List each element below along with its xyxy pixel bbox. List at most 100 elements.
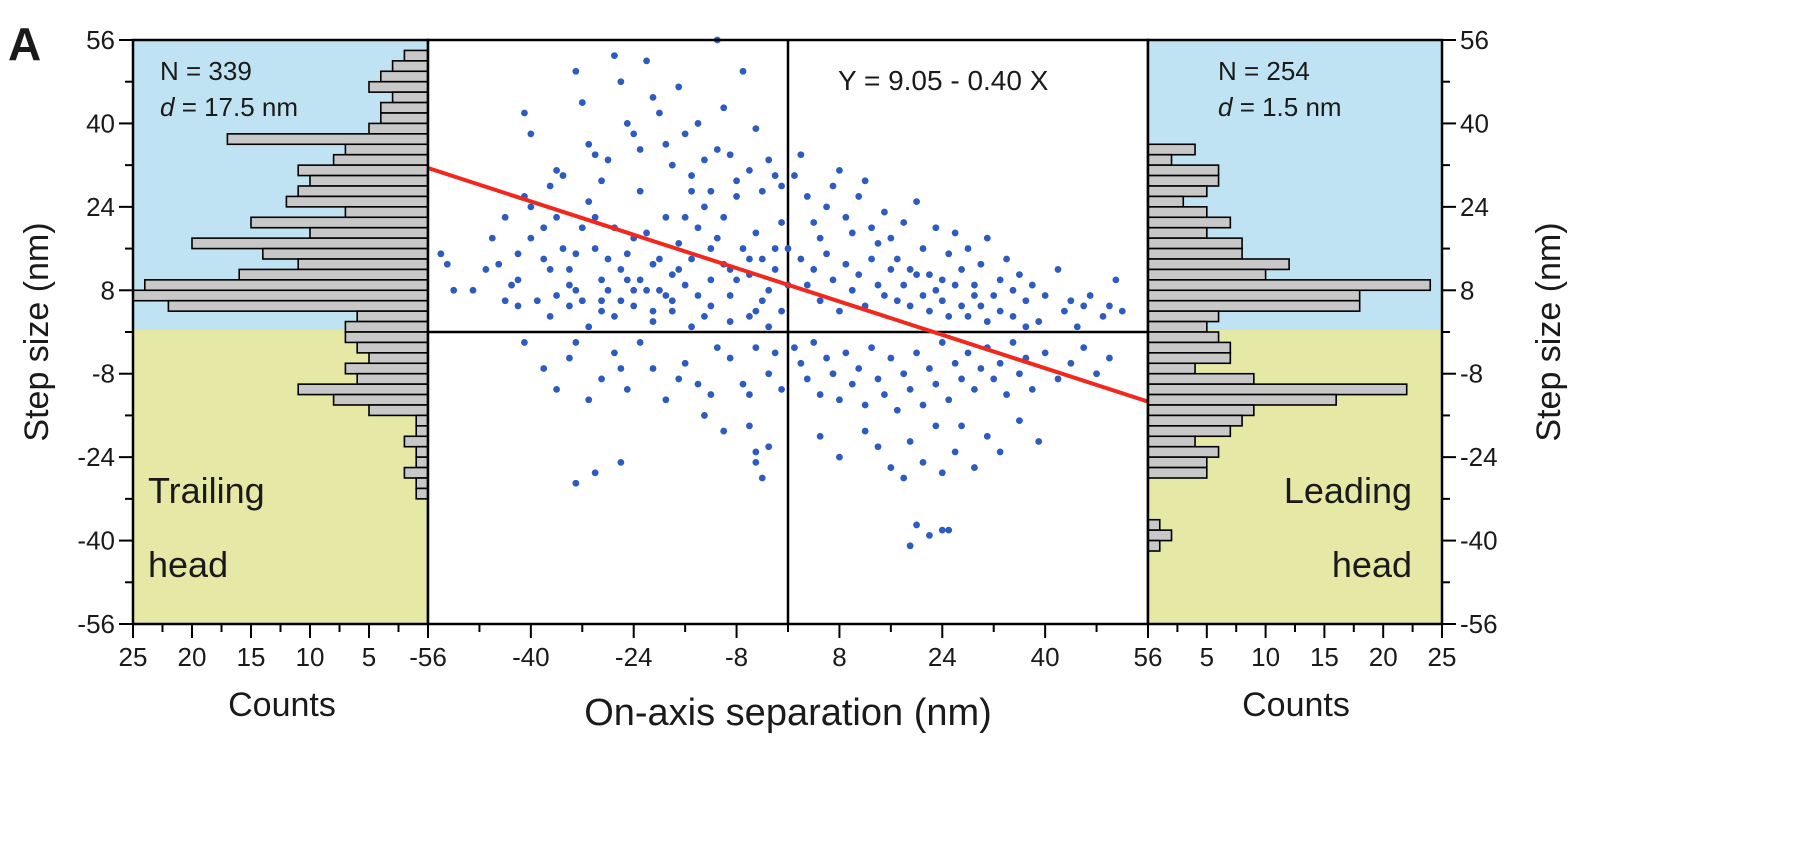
scatter-point	[566, 266, 573, 273]
scatter-point	[848, 229, 856, 237]
left-x-axis-label: Counts	[228, 686, 336, 724]
scatter-point	[803, 193, 811, 200]
scatter-point	[553, 385, 560, 393]
left-histogram-bar	[132, 289, 429, 302]
scatter-point	[810, 339, 818, 346]
scatter-point	[572, 479, 580, 487]
scatter-point	[919, 458, 927, 466]
scatter-point	[649, 93, 657, 101]
scatter-point	[604, 255, 612, 263]
scatter-x-tick-label: -24	[615, 642, 653, 672]
right-histogram-bar	[1147, 383, 1408, 396]
scatter-point	[739, 380, 747, 388]
scatter-point	[996, 359, 1004, 367]
scatter-point	[546, 312, 554, 320]
scatter-point	[874, 443, 882, 451]
right-histogram-bar	[1147, 279, 1432, 292]
scatter-point	[913, 198, 920, 206]
right-histogram-bar	[1147, 216, 1232, 229]
scatter-point	[668, 297, 676, 305]
scatter-point	[983, 234, 991, 242]
scatter-point	[540, 365, 548, 372]
scatter-point	[784, 245, 792, 252]
scatter-point	[508, 281, 515, 289]
left-histogram-bar	[344, 362, 429, 375]
left-histogram-bar	[368, 404, 429, 417]
scatter-point	[720, 104, 728, 112]
scatter-point	[1093, 370, 1100, 378]
scatter-point	[913, 521, 920, 529]
left-y-tick-label: 56	[86, 25, 115, 55]
scatter-point	[906, 266, 914, 273]
scatter-point	[926, 531, 933, 539]
scatter-point	[675, 83, 683, 91]
scatter-point	[527, 203, 535, 211]
left-histogram-bar	[379, 112, 429, 125]
scatter-point	[514, 250, 522, 258]
scatter-point	[514, 276, 522, 284]
scatter-point	[501, 213, 509, 221]
scatter-point	[501, 297, 509, 305]
scatter-point	[861, 177, 869, 185]
scatter-point	[900, 281, 908, 289]
scatter-point	[617, 297, 625, 305]
scatter-x-tick-label: -40	[512, 642, 550, 672]
scatter-point	[746, 391, 753, 398]
scatter-point	[611, 349, 618, 357]
right-histogram-bar	[1147, 164, 1220, 177]
right-histogram-bar	[1147, 226, 1208, 239]
scatter-point	[926, 271, 933, 279]
scatter-point	[694, 224, 702, 232]
scatter-point	[1080, 302, 1088, 310]
scatter-point	[649, 318, 657, 325]
left-x-tick-label: 5	[362, 642, 376, 672]
right-histogram-bar	[1147, 341, 1232, 354]
left-histogram-bar	[403, 435, 429, 448]
scatter-point	[958, 375, 965, 383]
left-histogram-bar	[297, 383, 429, 396]
left-n-annotation: N = 339	[160, 56, 252, 86]
scatter-point	[649, 307, 657, 315]
scatter-point	[681, 213, 689, 221]
scatter-point	[495, 260, 503, 268]
left-histogram-bar	[144, 279, 429, 292]
scatter-point	[566, 354, 573, 362]
scatter-point	[623, 276, 631, 284]
scatter-point	[630, 130, 638, 138]
right-histogram-bar	[1147, 258, 1290, 271]
scatter-point	[778, 219, 785, 226]
right-x-tick-label: 25	[1428, 642, 1457, 672]
left-d-symbol: d	[160, 92, 176, 122]
left-histogram-bar	[403, 49, 429, 62]
scatter-point	[643, 229, 650, 237]
scatter-point	[688, 187, 695, 195]
right-y-tick-label: -56	[1460, 609, 1498, 639]
fit-line	[427, 166, 1149, 404]
scatter-point	[951, 281, 959, 289]
scatter-point	[527, 234, 535, 242]
scatter-point	[617, 365, 625, 372]
right-y-axis-label: Step size (nm)	[1530, 222, 1568, 441]
scatter-point	[636, 187, 644, 195]
left-y-tick-label: -8	[92, 359, 115, 389]
scatter-points	[437, 36, 1126, 550]
right-histogram-bar	[1147, 310, 1220, 323]
scatter-point	[823, 250, 830, 258]
right-histogram-bar	[1147, 393, 1337, 406]
right-x-tick-label: 10	[1251, 642, 1280, 672]
left-d-value: = 17.5 nm	[174, 92, 298, 122]
right-histogram-panel: N = 254 d = 1.5 nm Leading head	[1146, 38, 1444, 626]
right-histogram-bar	[1147, 518, 1161, 531]
scatter-point	[656, 255, 663, 263]
right-x-tick-label: 20	[1369, 642, 1398, 672]
scatter-point	[836, 166, 843, 174]
right-histogram-bar	[1147, 456, 1208, 469]
scatter-point	[733, 177, 740, 185]
scatter-point	[694, 292, 702, 299]
scatter-point	[803, 375, 811, 383]
scatter-point	[1054, 266, 1062, 273]
scatter-point	[746, 166, 753, 174]
scatter-point	[996, 307, 1004, 315]
scatter-point	[926, 307, 933, 315]
right-y-axis: 56 40 24 8 -8 -24 -40 -56	[1442, 25, 1498, 639]
